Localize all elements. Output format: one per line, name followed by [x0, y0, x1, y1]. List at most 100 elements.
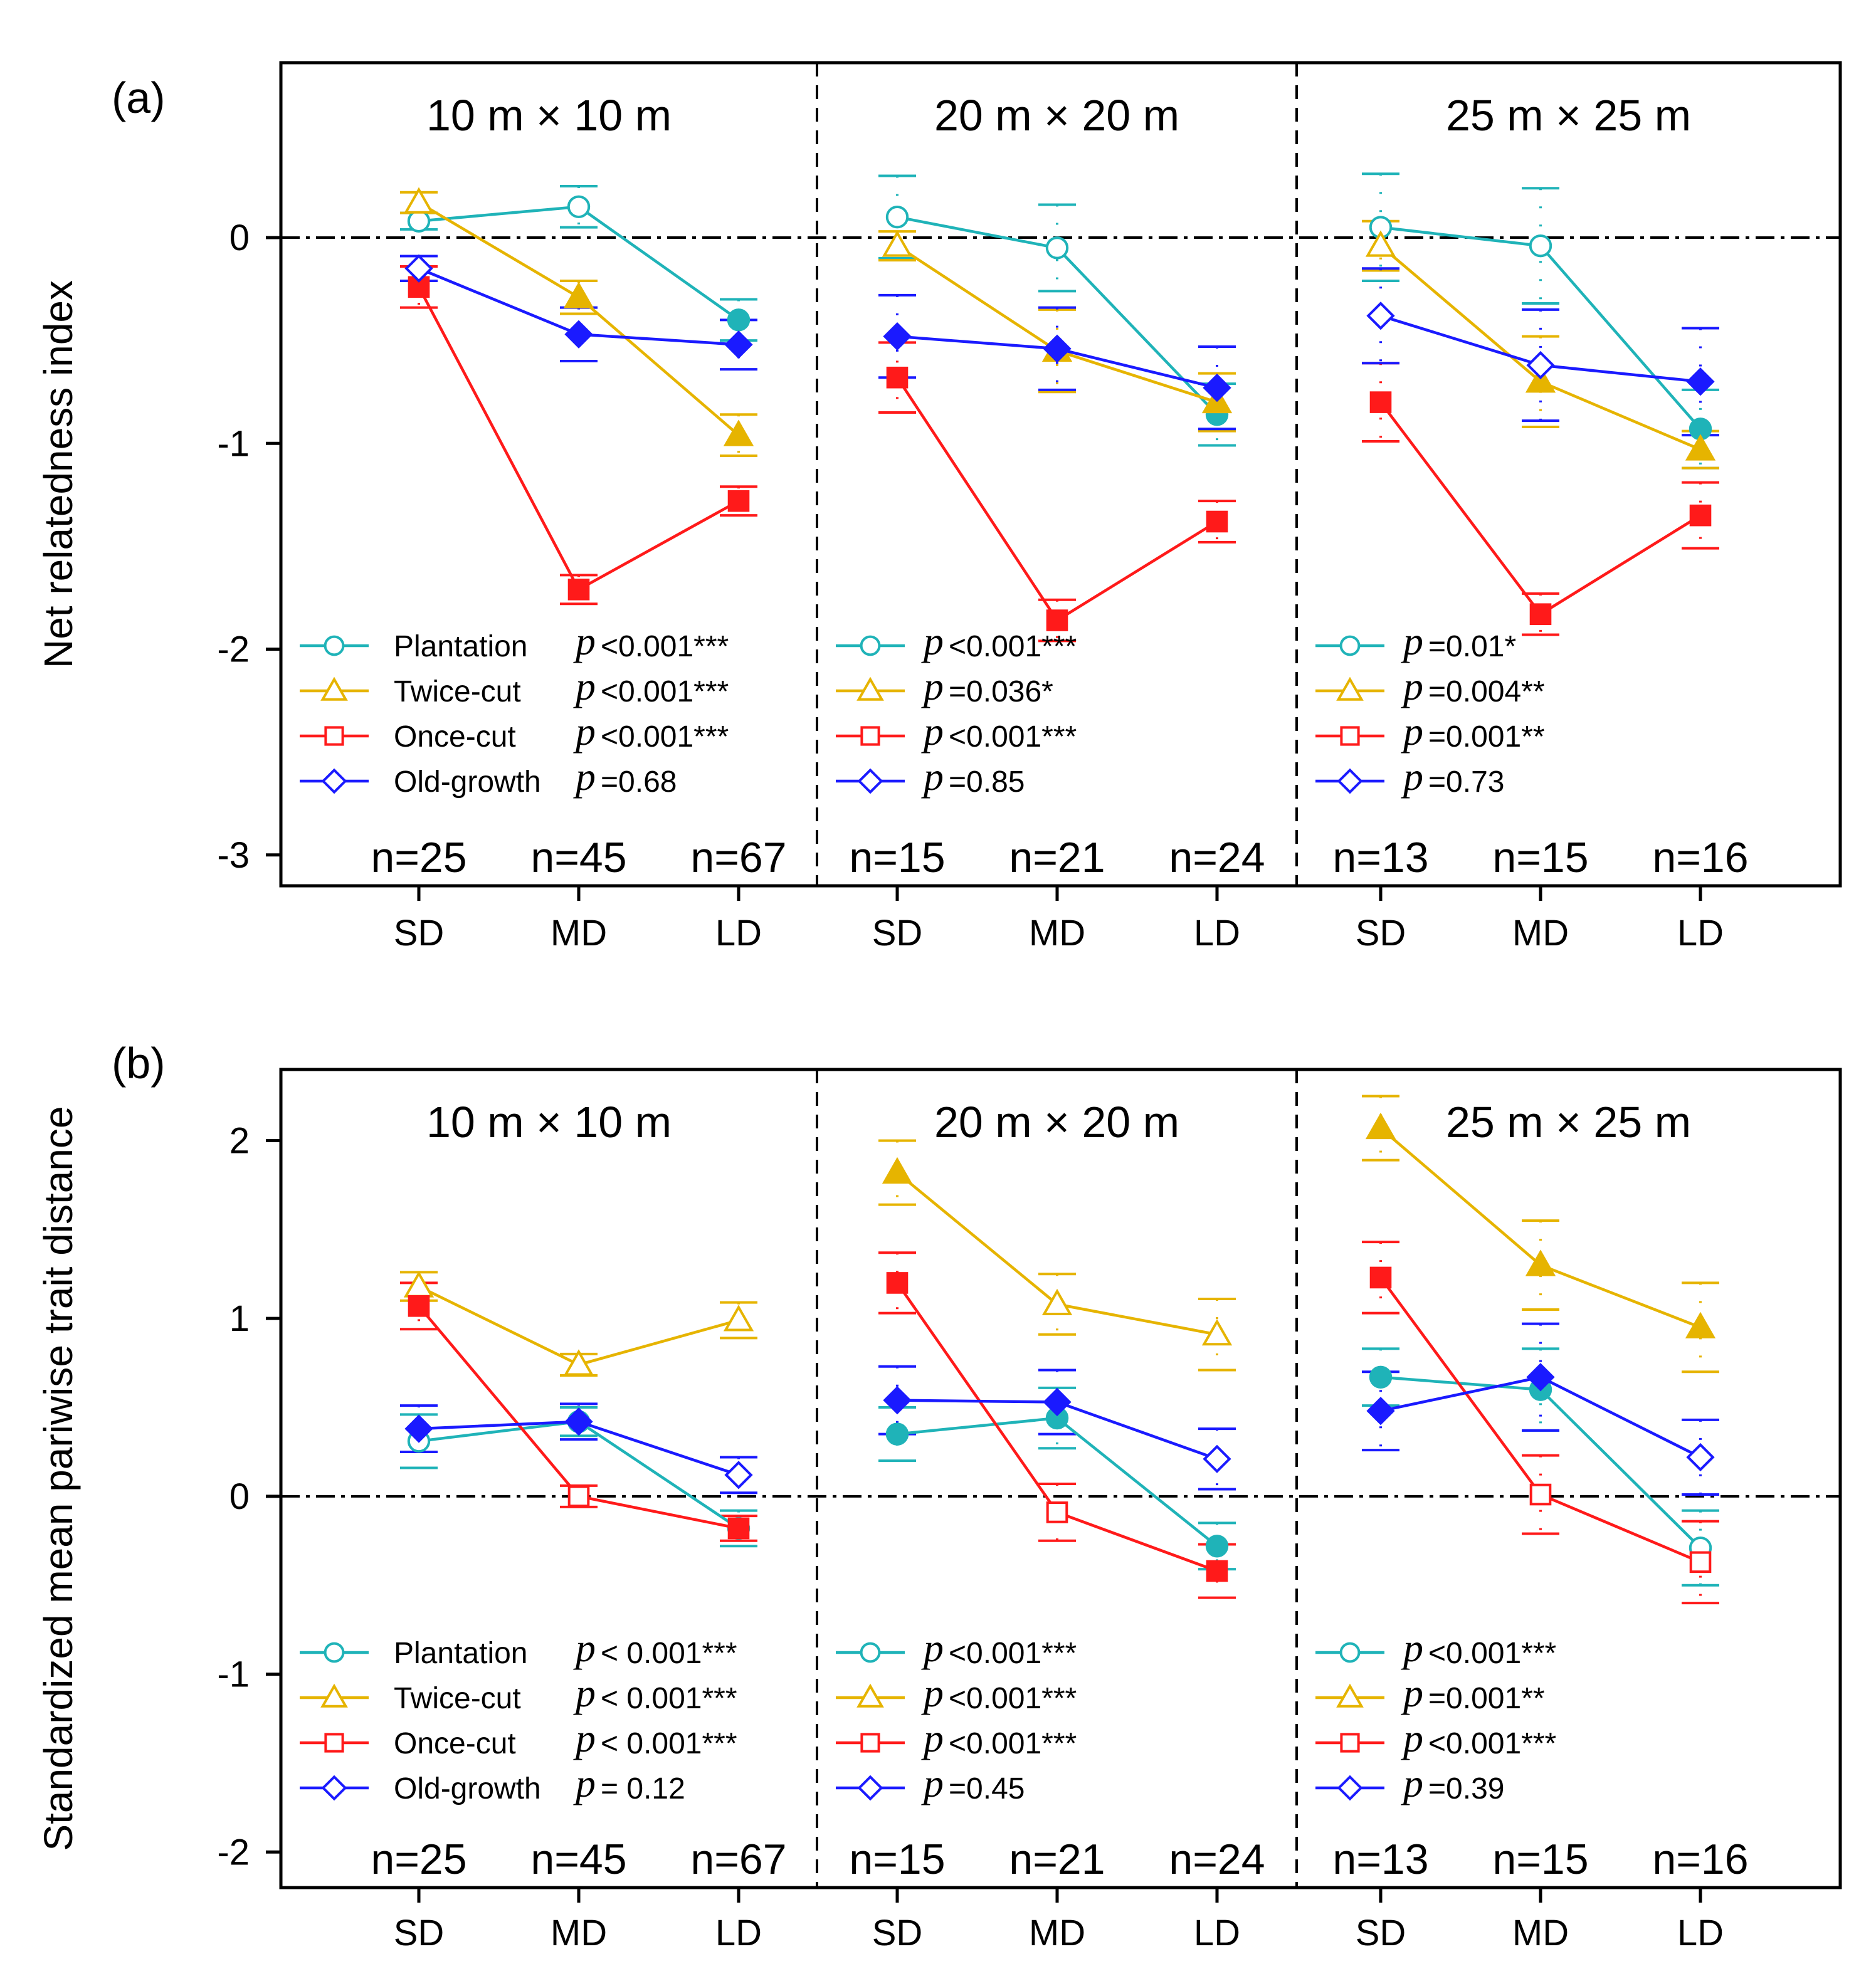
data-point-once-cut — [1046, 1501, 1068, 1523]
legend-entry: p =0.73 — [1315, 754, 1504, 799]
data-point-once-cut — [1206, 1560, 1228, 1582]
legend-label: Once-cut — [394, 1727, 516, 1760]
x-tick-label: SD — [872, 1913, 923, 1953]
data-point-plantation — [1045, 236, 1069, 260]
data-point-once-cut — [886, 366, 909, 389]
legend-p-symbol: p — [573, 754, 596, 799]
legend-p-value: <0.001*** — [601, 675, 729, 708]
legend-entry: p <0.001*** — [836, 1671, 1077, 1715]
legend-marker — [857, 1775, 883, 1801]
data-point-twice-cut — [1525, 366, 1556, 393]
legend-entry: p <0.001*** — [1315, 1716, 1556, 1760]
legend-p-value: <0.001*** — [1428, 1727, 1556, 1760]
x-tick-label: SD — [1356, 1913, 1406, 1953]
sample-size-label: n=67 — [690, 1836, 786, 1883]
legend-p-symbol: p — [573, 619, 596, 663]
legend-p-value: =0.001** — [1428, 1682, 1545, 1715]
data-point-old-growth — [1366, 1397, 1395, 1426]
data-point-old-growth — [1366, 302, 1395, 330]
data-point-plantation — [407, 209, 431, 233]
sample-size-label: n=45 — [530, 1836, 626, 1883]
data-point-once-cut — [1689, 1551, 1712, 1574]
data-point-twice-cut — [882, 1157, 913, 1184]
data-point-old-growth — [564, 1407, 593, 1436]
data-point-twice-cut — [1365, 1112, 1396, 1140]
legend-entry: Once-cut p <0.001*** — [300, 709, 729, 754]
data-point-plantation — [1369, 1365, 1393, 1389]
legend-marker — [1337, 768, 1363, 794]
legend-p-symbol: p — [573, 664, 596, 708]
facet-title: 20 m × 20 m — [934, 91, 1179, 140]
legend-p-value: =0.036* — [949, 675, 1053, 708]
x-tick-label: MD — [1029, 913, 1085, 954]
legend-entry: Twice-cut p < 0.001*** — [300, 1671, 737, 1715]
legend-entry: p <0.001*** — [836, 1626, 1077, 1670]
legend-marker — [1340, 726, 1360, 746]
facet: 25 m × 25 m SD n=13 MD n=15 LD n=16 p <0.001***p… — [1315, 1095, 1749, 1953]
data-point-once-cut — [727, 1517, 750, 1540]
data-point-once-cut — [567, 1485, 590, 1508]
data-point-once-cut — [1689, 504, 1712, 527]
legend-entry: Twice-cut p <0.001*** — [300, 664, 729, 708]
legend-p-value: =0.85 — [949, 765, 1025, 799]
facet-title: 20 m × 20 m — [934, 1098, 1179, 1147]
sample-size-label: n=15 — [1492, 1836, 1588, 1883]
x-tick-label: LD — [1194, 913, 1240, 954]
legend-p-symbol: p — [921, 1671, 944, 1715]
data-point-plantation — [1529, 234, 1552, 258]
sample-size-label: n=13 — [1332, 1836, 1428, 1883]
plot-frame — [279, 1068, 1842, 1889]
legend-p-value: =0.004** — [1428, 675, 1545, 708]
legend-entry: Old-growth p =0.68 — [300, 754, 677, 799]
data-point-old-growth — [1526, 350, 1555, 380]
legend-p-value: =0.001** — [1428, 720, 1545, 754]
legend-p-symbol: p — [1401, 1671, 1423, 1715]
x-tick-label: LD — [715, 1913, 762, 1953]
data-point-twice-cut — [1525, 1249, 1556, 1276]
data-point-plantation — [1205, 1535, 1229, 1558]
data-point-twice-cut — [1201, 1318, 1233, 1346]
data-point-once-cut — [1206, 510, 1228, 533]
y-tick-label: 0 — [229, 218, 250, 258]
panel-a: (a) Net relatedness index 0 -1 -2 -3 10 m × 10… — [36, 61, 1842, 954]
sample-size-label: n=13 — [1332, 834, 1428, 881]
legend-entry: p =0.004** — [1315, 664, 1545, 708]
data-point-old-growth — [883, 322, 912, 351]
x-tick-label: MD — [551, 913, 607, 954]
x-tick-label: MD — [1512, 1913, 1569, 1953]
legend-marker — [324, 1642, 345, 1663]
data-point-old-growth — [1686, 1442, 1715, 1472]
panel-b: (b) Standardized mean pariwise trait dist… — [36, 1039, 1842, 1953]
legend-p-value: =0.68 — [601, 765, 677, 799]
facet-title: 25 m × 25 m — [1446, 1098, 1691, 1147]
legend-p-value: <0.001*** — [949, 1727, 1077, 1760]
legend-p-symbol: p — [1401, 709, 1423, 754]
data-point-once-cut — [567, 579, 590, 601]
legend-label: Plantation — [394, 1637, 528, 1670]
data-point-old-growth — [404, 1414, 433, 1443]
data-point-old-growth — [883, 1386, 912, 1415]
data-point-old-growth — [1203, 1444, 1231, 1473]
y-tick-label: -2 — [217, 1832, 250, 1873]
data-point-twice-cut — [1685, 1311, 1716, 1338]
data-point-old-growth — [1686, 367, 1715, 396]
x-tick-label: SD — [394, 1913, 445, 1953]
data-point-twice-cut — [403, 187, 435, 214]
legend-p-value: < 0.001*** — [601, 1682, 737, 1715]
data-point-once-cut — [1529, 1483, 1552, 1506]
legend-label: Old-growth — [394, 765, 541, 799]
sample-size-label: n=16 — [1652, 1836, 1748, 1883]
legend-p-value: <0.001*** — [949, 720, 1077, 754]
legend-p-value: <0.001*** — [949, 630, 1077, 663]
data-point-old-growth — [724, 330, 753, 359]
x-tick-label: MD — [1512, 913, 1569, 954]
x-tick-label: LD — [1677, 1913, 1724, 1953]
facet-title: 25 m × 25 m — [1446, 91, 1691, 140]
legend-marker — [321, 768, 347, 794]
x-tick-label: LD — [1194, 1913, 1240, 1953]
data-point-old-growth — [1043, 334, 1072, 363]
data-point-once-cut — [727, 490, 750, 512]
